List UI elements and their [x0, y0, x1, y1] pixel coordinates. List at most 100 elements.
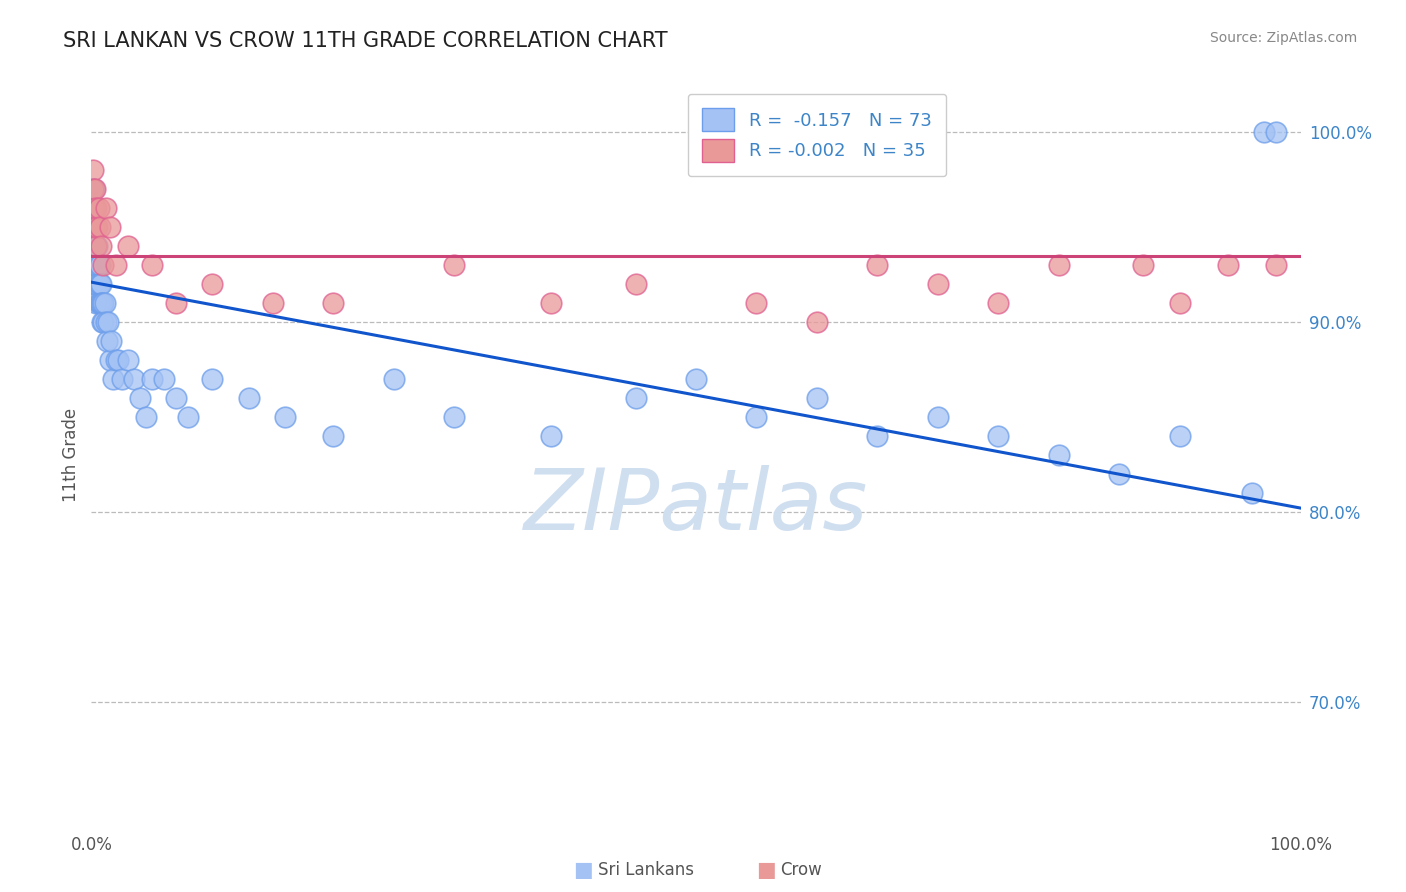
Point: [165, 296, 187, 310]
Point: [84, 239, 107, 253]
Point: [86, 258, 108, 272]
Point: [165, 391, 187, 405]
Point: [91, 296, 114, 310]
Point: [1168, 296, 1191, 310]
Point: [82, 258, 104, 272]
Point: [89, 277, 111, 291]
Point: [685, 372, 707, 386]
Point: [84, 182, 107, 196]
Point: [104, 353, 127, 368]
Point: [93, 258, 115, 272]
Point: [84, 239, 107, 253]
Point: [93, 296, 115, 310]
Point: [98, 220, 121, 235]
Point: [84, 258, 107, 272]
Text: ■: ■: [756, 860, 776, 880]
Point: [1253, 125, 1275, 139]
Legend: R =  -0.157   N = 73, R = -0.002   N = 35: R = -0.157 N = 73, R = -0.002 N = 35: [688, 94, 946, 177]
Point: [90, 239, 112, 253]
Point: [82, 201, 104, 215]
Point: [90, 296, 112, 310]
Point: [1108, 467, 1130, 481]
Point: [274, 409, 297, 424]
Point: [107, 353, 129, 368]
Text: ZIPatlas: ZIPatlas: [524, 466, 868, 549]
Point: [84, 277, 107, 291]
Point: [84, 201, 107, 215]
Point: [84, 258, 107, 272]
Point: [89, 296, 111, 310]
Point: [540, 429, 562, 443]
Point: [94, 315, 117, 329]
Point: [382, 372, 405, 386]
Point: [87, 258, 110, 272]
Point: [987, 296, 1010, 310]
Point: [83, 239, 105, 253]
Point: [927, 277, 949, 291]
Point: [86, 239, 108, 253]
Point: [322, 296, 344, 310]
Point: [89, 220, 111, 235]
Point: [122, 372, 145, 386]
Point: [89, 258, 111, 272]
Point: [83, 220, 105, 235]
Point: [201, 277, 224, 291]
Point: [83, 201, 105, 215]
Point: [98, 353, 121, 368]
Point: [86, 277, 108, 291]
Point: [1047, 448, 1070, 462]
Text: ■: ■: [574, 860, 593, 880]
Text: Sri Lankans: Sri Lankans: [598, 861, 693, 879]
Point: [100, 334, 122, 348]
Point: [104, 258, 127, 272]
Point: [128, 391, 150, 405]
Point: [83, 201, 105, 215]
Point: [90, 277, 112, 291]
Point: [87, 201, 110, 215]
Point: [82, 163, 104, 178]
Point: [82, 182, 104, 196]
Point: [806, 391, 828, 405]
Point: [83, 258, 105, 272]
Point: [87, 277, 110, 291]
Point: [1047, 258, 1070, 272]
Point: [745, 296, 768, 310]
Point: [177, 409, 200, 424]
Point: [93, 296, 115, 310]
Point: [987, 429, 1010, 443]
Point: [82, 182, 104, 196]
Y-axis label: 11th Grade: 11th Grade: [62, 408, 80, 502]
Text: Crow: Crow: [780, 861, 823, 879]
Point: [111, 372, 132, 386]
Point: [866, 429, 889, 443]
Point: [94, 201, 117, 215]
Point: [83, 220, 105, 235]
Point: [82, 277, 104, 291]
Point: [101, 372, 124, 386]
Point: [135, 409, 157, 424]
Point: [927, 409, 949, 424]
Point: [91, 315, 114, 329]
Point: [97, 315, 120, 329]
Point: [141, 258, 163, 272]
Point: [806, 315, 828, 329]
Point: [262, 296, 284, 310]
Point: [1265, 125, 1288, 139]
Point: [1216, 258, 1239, 272]
Point: [87, 296, 110, 310]
Point: [1168, 429, 1191, 443]
Point: [201, 372, 224, 386]
Point: [84, 201, 107, 215]
Point: [866, 258, 889, 272]
Point: [84, 239, 107, 253]
Point: [1132, 258, 1154, 272]
Text: SRI LANKAN VS CROW 11TH GRADE CORRELATION CHART: SRI LANKAN VS CROW 11TH GRADE CORRELATIO…: [63, 31, 668, 51]
Point: [117, 239, 139, 253]
Point: [238, 391, 260, 405]
Point: [745, 409, 768, 424]
Point: [84, 220, 107, 235]
Point: [84, 220, 107, 235]
Point: [86, 220, 108, 235]
Point: [117, 353, 139, 368]
Point: [443, 409, 465, 424]
